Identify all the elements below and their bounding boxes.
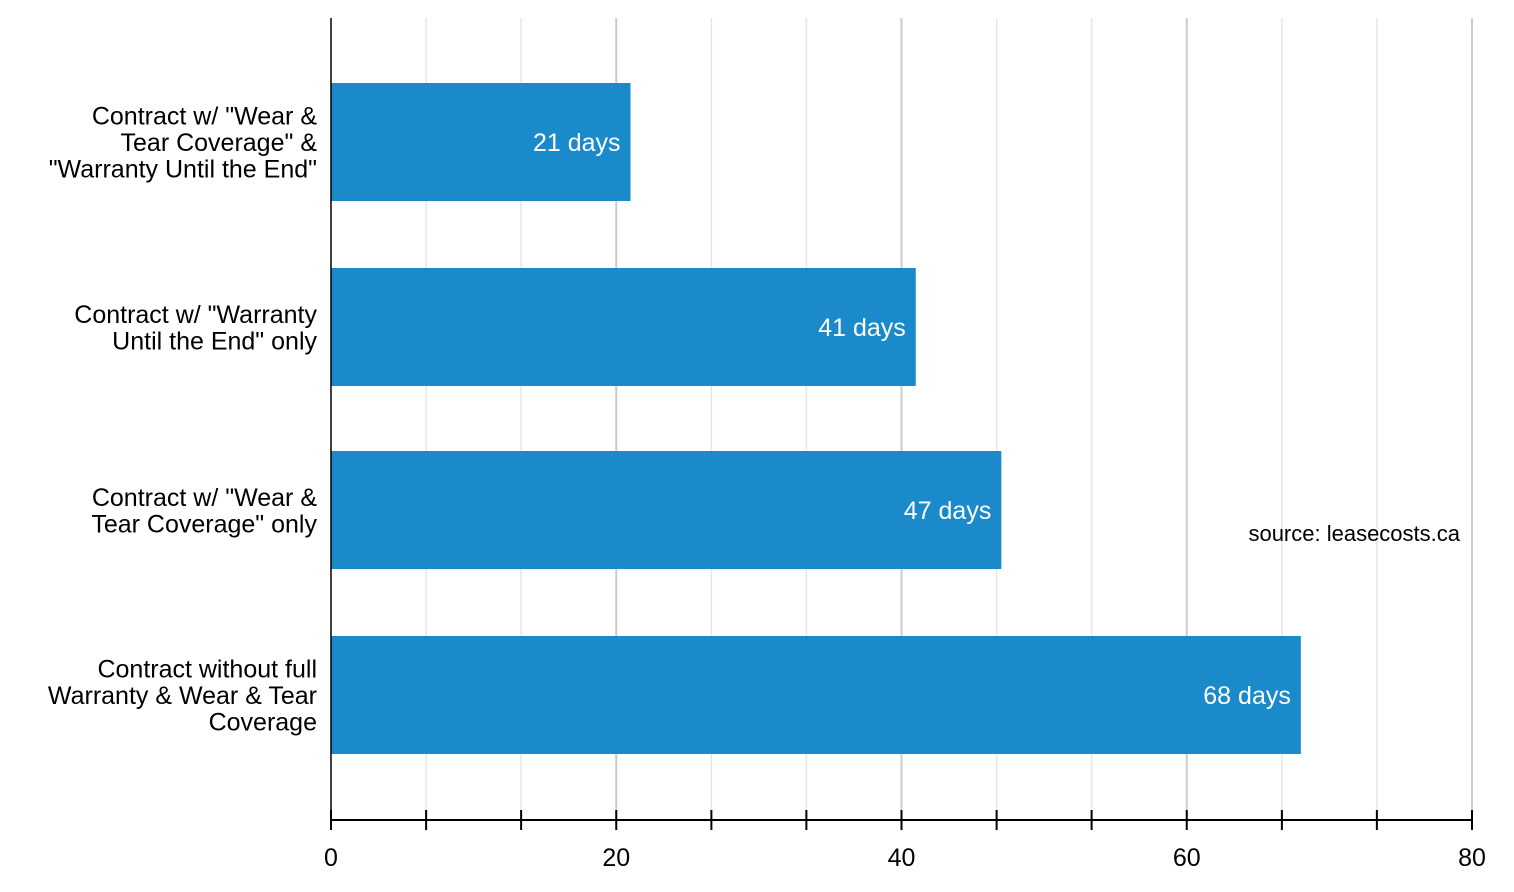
bar <box>331 636 1301 754</box>
bar-data-label: 68 days <box>1203 682 1291 710</box>
bar-data-label: 41 days <box>818 314 906 342</box>
category-label-line: Warranty & Wear & Tear <box>48 682 317 710</box>
category-label-line: Until the End" only <box>112 327 317 355</box>
x-tick-label: 80 <box>1458 844 1486 872</box>
x-tick-label: 0 <box>324 844 338 872</box>
source-annotation: source: leasecosts.ca <box>1248 521 1460 546</box>
category-label-line: Tear Coverage" only <box>91 510 317 538</box>
x-tick-label: 40 <box>888 844 916 872</box>
category-label: Contract w/ "Wear & Tear Coverage" & "Warr… <box>49 103 318 184</box>
category-labels: Contract w/ "Wear & Tear Coverage" & "Warr… <box>48 103 318 737</box>
category-label-line: Tear Coverage" & <box>121 129 318 157</box>
category-label-line: Contract w/ "Wear & <box>92 103 317 131</box>
bar <box>331 268 916 386</box>
bar-data-label: 21 days <box>533 129 621 157</box>
category-label: Contract w/ "Warranty Until the End" only <box>74 301 317 356</box>
category-label-line: Contract w/ "Wear & <box>92 484 317 512</box>
category-label-line: Coverage <box>209 709 317 737</box>
category-label: Contract w/ "Wear & Tear Coverage" only <box>91 484 317 539</box>
category-label: Contract without full Warranty & Wear & T… <box>48 656 317 737</box>
x-tick-label: 60 <box>1173 844 1201 872</box>
bar <box>331 83 631 201</box>
bar <box>331 451 1002 569</box>
category-label-line: "Warranty Until the End" <box>49 156 317 184</box>
category-label-line: Contract without full <box>97 656 317 684</box>
category-label-line: Contract w/ "Warranty <box>74 301 317 329</box>
x-axis-ticks: 0 20 40 60 80 <box>324 810 1486 872</box>
bar-data-label: 47 days <box>904 497 992 525</box>
bars: 21 days 41 days 47 days 68 days <box>331 83 1301 754</box>
x-tick-label: 20 <box>602 844 630 872</box>
